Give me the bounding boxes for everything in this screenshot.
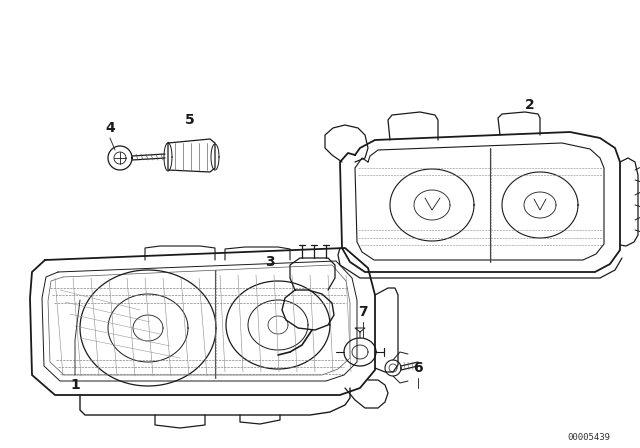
Text: 1: 1 (70, 378, 80, 392)
Text: 00005439: 00005439 (567, 434, 610, 443)
Text: 6: 6 (413, 361, 423, 375)
Text: 4: 4 (105, 121, 115, 135)
Text: 5: 5 (185, 113, 195, 127)
Text: 2: 2 (525, 98, 535, 112)
Text: 3: 3 (265, 255, 275, 269)
Text: 7: 7 (358, 305, 368, 319)
